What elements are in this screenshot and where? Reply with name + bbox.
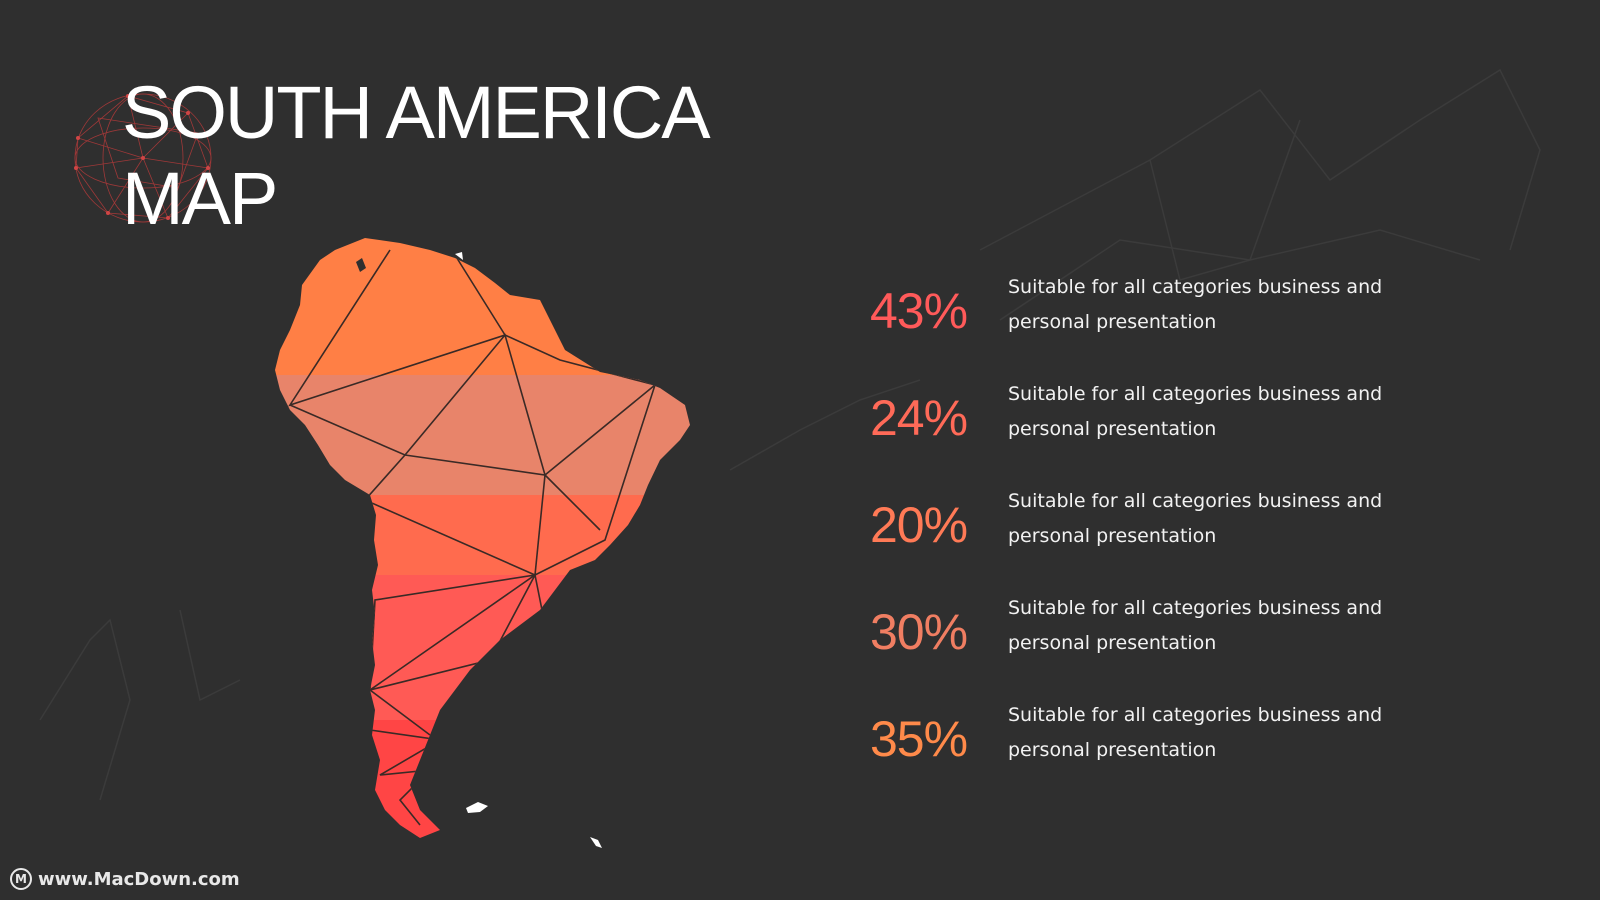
stat-percentage: 43% xyxy=(870,283,968,339)
macdown-logo-icon: M xyxy=(10,868,32,890)
stat-description: Suitable for all categories business and… xyxy=(1008,704,1383,761)
wireframe-globe-icon xyxy=(74,93,212,223)
stat-description: Suitable for all categories business and… xyxy=(1008,490,1383,547)
south-america-map xyxy=(275,238,690,848)
title-line-1: SOUTH AMERICA xyxy=(122,71,711,154)
stat-item: 30% Suitable for all categories business… xyxy=(870,591,1430,698)
stat-percentage: 24% xyxy=(870,390,968,446)
stat-item: 20% Suitable for all categories business… xyxy=(870,484,1430,591)
watermark: M www.MacDown.com xyxy=(10,868,240,890)
stat-description: Suitable for all categories business and… xyxy=(1008,383,1383,440)
stat-description: Suitable for all categories business and… xyxy=(1008,597,1383,654)
page-title: SOUTH AMERICA MAP xyxy=(122,70,711,242)
stat-percentage: 20% xyxy=(870,497,968,553)
stat-item: 24% Suitable for all categories business… xyxy=(870,377,1430,484)
stat-percentage: 35% xyxy=(870,711,968,767)
stat-item: 35% Suitable for all categories business… xyxy=(870,698,1430,805)
stats-list: 43% Suitable for all categories business… xyxy=(870,270,1430,805)
stat-percentage: 30% xyxy=(870,604,968,660)
title-line-2: MAP xyxy=(122,157,278,240)
watermark-text: www.MacDown.com xyxy=(38,868,240,890)
stat-description: Suitable for all categories business and… xyxy=(1008,276,1383,333)
stat-item: 43% Suitable for all categories business… xyxy=(870,270,1430,377)
